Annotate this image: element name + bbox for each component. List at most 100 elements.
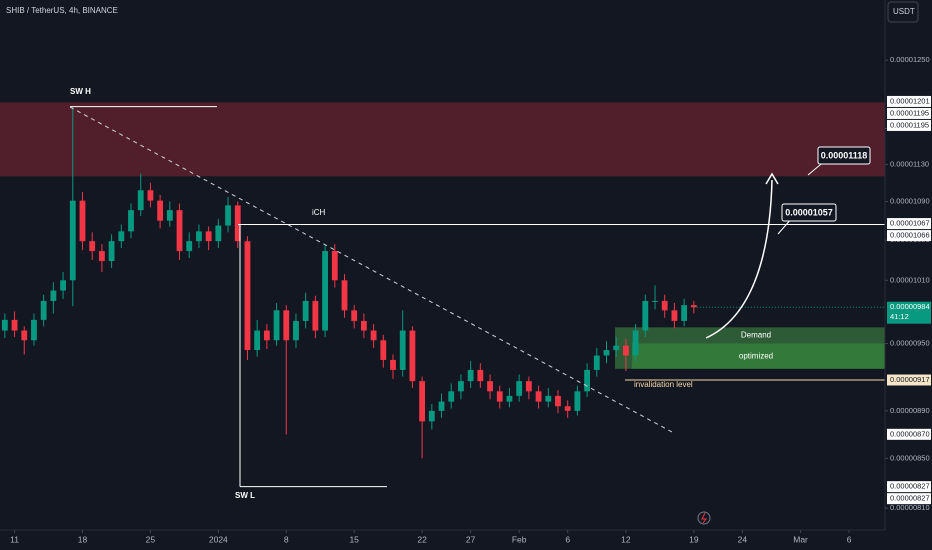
candle-body bbox=[293, 320, 299, 341]
candle-body bbox=[273, 310, 280, 341]
candle-body bbox=[118, 231, 125, 242]
price-label-box bbox=[887, 301, 931, 324]
candle-body bbox=[593, 355, 600, 370]
x-tick-label: Feb bbox=[512, 534, 527, 544]
candle-body bbox=[535, 391, 542, 402]
candle-body bbox=[428, 410, 435, 422]
price-label: 0.00000827 bbox=[890, 494, 930, 503]
candle-body bbox=[322, 251, 328, 331]
supply-zone bbox=[0, 102, 885, 177]
candle-body bbox=[555, 395, 561, 407]
alert-icon[interactable] bbox=[697, 511, 711, 525]
candle-body bbox=[69, 200, 76, 281]
optimized-zone bbox=[632, 343, 885, 369]
candle-body bbox=[176, 210, 183, 252]
y-tick-label: 0.00000890 bbox=[890, 406, 930, 415]
x-tick-label: 2024 bbox=[209, 534, 228, 544]
y-tick-label: 0.00001010 bbox=[890, 275, 930, 284]
swing-high-label: SW H bbox=[70, 87, 91, 96]
ich-label: iCH bbox=[312, 208, 326, 217]
price-label: 0.00001195 bbox=[890, 108, 929, 117]
candle-body bbox=[60, 280, 66, 291]
candle-body bbox=[283, 310, 290, 341]
candle-body bbox=[108, 241, 115, 262]
projection-arrow bbox=[705, 179, 773, 339]
candle-body bbox=[390, 359, 396, 370]
price-label-box bbox=[887, 119, 931, 131]
candle-body bbox=[690, 305, 697, 308]
candle-body bbox=[516, 381, 523, 396]
candle-body bbox=[244, 241, 251, 351]
candle-body bbox=[147, 190, 154, 201]
candle-body bbox=[205, 231, 212, 242]
candle-body bbox=[545, 395, 552, 402]
x-tick-label: 25 bbox=[146, 534, 156, 544]
candle-body bbox=[506, 395, 513, 402]
price-label: 0.00001067 bbox=[890, 219, 930, 228]
x-tick-label: 12 bbox=[621, 534, 631, 544]
symbol-title: SHIB / TetherUS, 4h, BINANCE bbox=[6, 6, 118, 15]
price-label-box bbox=[887, 481, 931, 493]
candle-body bbox=[79, 200, 86, 242]
x-tick-label: 11 bbox=[10, 534, 19, 544]
y-tick-label: 0.00000950 bbox=[890, 338, 930, 347]
candle-body bbox=[564, 406, 571, 411]
candle-body bbox=[496, 391, 503, 402]
candle-body bbox=[1, 319, 8, 331]
demand-label: Demand bbox=[741, 331, 771, 340]
candle-body bbox=[21, 330, 28, 341]
countdown: 41:12 bbox=[890, 312, 909, 321]
candle-body bbox=[438, 401, 445, 411]
candle-body bbox=[351, 310, 358, 321]
x-tick-label: 18 bbox=[78, 534, 88, 544]
candle-body bbox=[584, 369, 590, 392]
candle-body bbox=[234, 205, 241, 242]
candle-body bbox=[399, 330, 406, 370]
x-tick-label: 8 bbox=[284, 534, 289, 544]
trend-line bbox=[69, 106, 673, 433]
candle-body bbox=[652, 300, 658, 302]
candle-body bbox=[622, 345, 629, 356]
candle-body bbox=[671, 310, 678, 321]
currency-box[interactable] bbox=[887, 1, 919, 23]
candle-body bbox=[370, 330, 377, 341]
price-label-box bbox=[887, 218, 931, 230]
invalidation-label: invalidation level bbox=[634, 380, 693, 389]
candle-body bbox=[360, 320, 367, 331]
candle-body bbox=[613, 345, 620, 351]
x-tick-label: 6 bbox=[565, 534, 570, 544]
candle-body bbox=[40, 300, 47, 320]
candle-body bbox=[380, 340, 387, 360]
candle-body bbox=[31, 319, 37, 341]
candle-body bbox=[574, 391, 581, 411]
callout-box bbox=[817, 146, 871, 165]
candle-body bbox=[331, 251, 338, 281]
candle-body bbox=[215, 225, 222, 242]
price-label: 0.00001066 bbox=[890, 231, 930, 240]
x-tick-label: 22 bbox=[417, 534, 427, 544]
candle-body bbox=[254, 330, 261, 351]
candle-body bbox=[312, 300, 319, 331]
y-tick-label: 0.00001090 bbox=[890, 197, 930, 206]
candle-body bbox=[98, 251, 105, 262]
candle-body bbox=[196, 231, 202, 242]
currency-label: USDT bbox=[893, 7, 915, 16]
price-label: 0.00000827 bbox=[890, 482, 930, 491]
candle-body bbox=[89, 241, 96, 252]
y-tick-label: 0.00001130 bbox=[890, 159, 929, 168]
x-tick-label: 27 bbox=[466, 534, 476, 544]
price-axis bbox=[885, 0, 932, 550]
callout-box bbox=[781, 203, 837, 222]
candle-body bbox=[448, 391, 455, 402]
candle-body bbox=[225, 205, 231, 226]
candle-body bbox=[302, 300, 309, 321]
candle-body bbox=[419, 381, 426, 422]
candle-body bbox=[341, 280, 348, 311]
y-tick-label: 0.00000850 bbox=[890, 453, 930, 462]
price-label-box bbox=[887, 95, 931, 107]
candle-body bbox=[157, 200, 164, 221]
candle-body bbox=[11, 319, 18, 331]
